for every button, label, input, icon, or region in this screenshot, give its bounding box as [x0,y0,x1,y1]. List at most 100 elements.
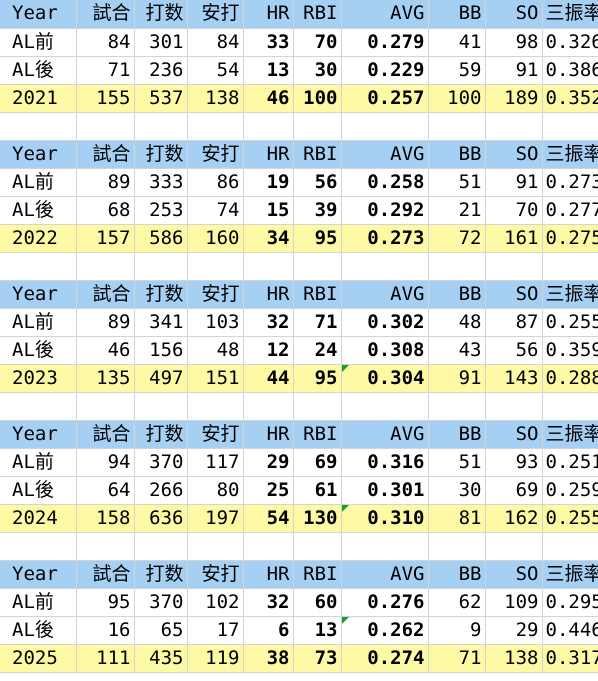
empty-cell[interactable] [0,112,77,141]
column-header-avg[interactable]: AVG [341,0,429,29]
column-header-at-bats[interactable]: 打数 [134,140,188,169]
cell-at-bats[interactable]: 370 [134,448,188,477]
empty-cell[interactable] [485,392,543,421]
column-header-avg[interactable]: AVG [341,140,429,169]
column-header-at-bats[interactable]: 打数 [134,280,188,309]
cell-bb[interactable]: 51 [428,168,486,197]
cell-year[interactable]: AL前 [0,588,77,617]
cell-rbi[interactable]: 69 [293,448,342,477]
cell-k-rate[interactable]: 0.326 [542,28,598,57]
cell-avg[interactable]: 0.304 [341,364,429,393]
cell-bb[interactable]: 62 [428,588,486,617]
column-header-hits[interactable]: 安打 [187,420,244,449]
column-header-year[interactable]: Year [0,560,77,589]
column-header-rbi[interactable]: RBI [293,420,342,449]
cell-k-rate[interactable]: 0.255 [542,308,598,337]
cell-hr[interactable]: 32 [243,308,294,337]
comment-indicator-icon[interactable] [341,616,349,624]
cell-rbi[interactable]: 130 [293,504,342,533]
cell-bb[interactable]: 48 [428,308,486,337]
cell-rbi[interactable]: 24 [293,336,342,365]
cell-hits[interactable]: 86 [187,168,244,197]
column-header-bb[interactable]: BB [428,140,486,169]
column-header-hr[interactable]: HR [243,560,294,589]
cell-avg[interactable]: 0.229 [341,56,429,85]
cell-rbi[interactable]: 95 [293,224,342,253]
cell-so[interactable]: 162 [485,504,543,533]
cell-so[interactable]: 143 [485,364,543,393]
column-header-games[interactable]: 試合 [76,420,135,449]
column-header-year[interactable]: Year [0,420,77,449]
empty-cell[interactable] [485,112,543,141]
cell-bb[interactable]: 21 [428,196,486,225]
cell-year[interactable]: 2023 [0,364,77,393]
empty-cell[interactable] [243,532,294,561]
cell-avg[interactable]: 0.310 [341,504,429,533]
cell-so[interactable]: 98 [485,28,543,57]
column-header-year[interactable]: Year [0,280,77,309]
cell-at-bats[interactable]: 156 [134,336,188,365]
cell-bb[interactable]: 72 [428,224,486,253]
column-header-bb[interactable]: BB [428,0,486,29]
cell-avg[interactable]: 0.279 [341,28,429,57]
cell-year[interactable]: AL前 [0,168,77,197]
column-header-so[interactable]: SO [485,560,543,589]
cell-hits[interactable]: 84 [187,28,244,57]
empty-cell[interactable] [542,392,598,421]
empty-cell[interactable] [76,392,135,421]
cell-hits[interactable]: 117 [187,448,244,477]
cell-hr[interactable]: 32 [243,588,294,617]
empty-cell[interactable] [428,252,486,281]
column-header-hr[interactable]: HR [243,420,294,449]
cell-bb[interactable]: 51 [428,448,486,477]
column-header-at-bats[interactable]: 打数 [134,420,188,449]
cell-avg[interactable]: 0.301 [341,476,429,505]
cell-so[interactable]: 56 [485,336,543,365]
cell-year[interactable]: AL後 [0,476,77,505]
column-header-hr[interactable]: HR [243,0,294,29]
cell-year[interactable]: 2024 [0,504,77,533]
empty-cell[interactable] [542,532,598,561]
cell-hits[interactable]: 102 [187,588,244,617]
empty-cell[interactable] [187,252,244,281]
column-header-year[interactable]: Year [0,140,77,169]
cell-hits[interactable]: 17 [187,616,244,645]
empty-cell[interactable] [187,392,244,421]
cell-so[interactable]: 93 [485,448,543,477]
column-header-avg[interactable]: AVG [341,280,429,309]
cell-at-bats[interactable]: 341 [134,308,188,337]
cell-games[interactable]: 71 [76,56,135,85]
cell-avg[interactable]: 0.292 [341,196,429,225]
cell-rbi[interactable]: 95 [293,364,342,393]
column-header-bb[interactable]: BB [428,420,486,449]
cell-k-rate[interactable]: 0.277 [542,196,598,225]
cell-hr[interactable]: 29 [243,448,294,477]
cell-games[interactable]: 89 [76,168,135,197]
empty-cell[interactable] [243,252,294,281]
cell-so[interactable]: 70 [485,196,543,225]
cell-hr[interactable]: 38 [243,644,294,673]
cell-at-bats[interactable]: 435 [134,644,188,673]
empty-cell[interactable] [187,112,244,141]
column-header-k-rate[interactable]: 三振率 [542,560,598,589]
empty-cell[interactable] [428,532,486,561]
empty-cell[interactable] [485,532,543,561]
column-header-rbi[interactable]: RBI [293,140,342,169]
cell-k-rate[interactable]: 0.386 [542,56,598,85]
empty-cell[interactable] [542,112,598,141]
cell-year[interactable]: AL前 [0,308,77,337]
cell-k-rate[interactable]: 0.359 [542,336,598,365]
cell-rbi[interactable]: 61 [293,476,342,505]
cell-hits[interactable]: 74 [187,196,244,225]
cell-games[interactable]: 64 [76,476,135,505]
cell-k-rate[interactable]: 0.275 [542,224,598,253]
column-header-hits[interactable]: 安打 [187,280,244,309]
cell-so[interactable]: 138 [485,644,543,673]
cell-rbi[interactable]: 100 [293,84,342,113]
cell-hr[interactable]: 44 [243,364,294,393]
cell-year[interactable]: AL後 [0,196,77,225]
cell-games[interactable]: 46 [76,336,135,365]
cell-avg[interactable]: 0.308 [341,336,429,365]
cell-bb[interactable]: 9 [428,616,486,645]
cell-bb[interactable]: 81 [428,504,486,533]
